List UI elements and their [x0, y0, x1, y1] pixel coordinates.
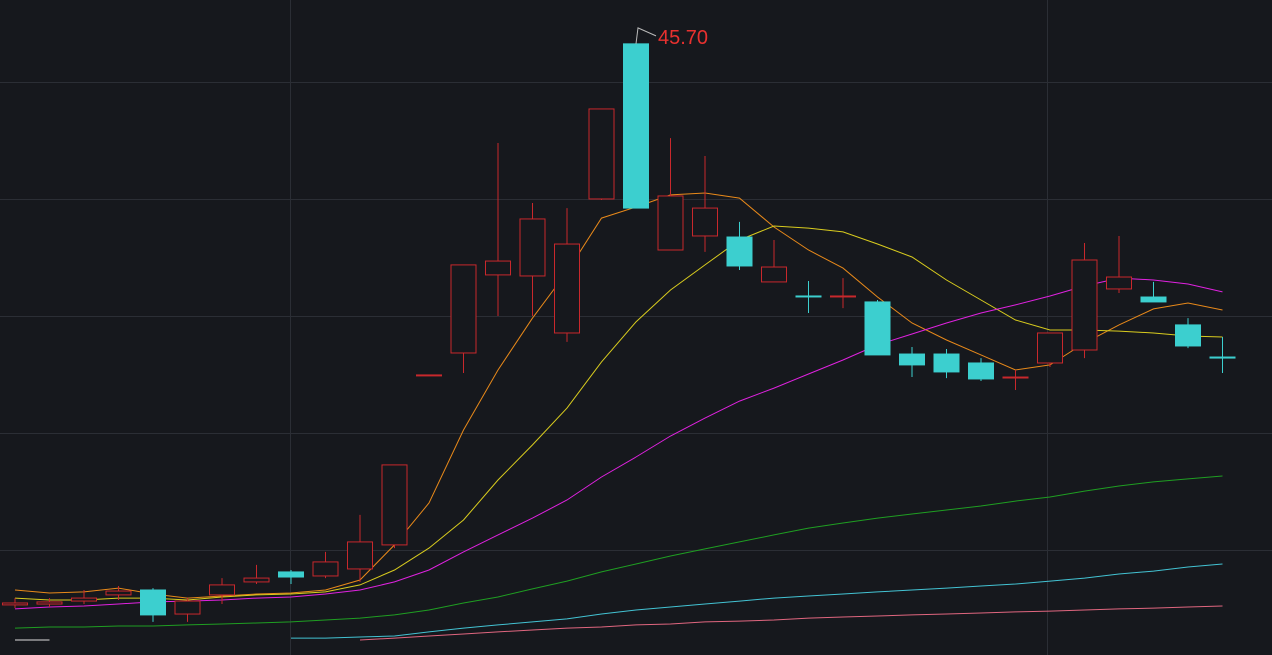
candle-body [1209, 356, 1236, 359]
candle-body [830, 295, 856, 298]
annotation-label: 45.70 [658, 27, 708, 49]
candle-body [1175, 324, 1201, 347]
ma-line [14, 475, 1223, 629]
candle-body [140, 589, 166, 616]
candle-body [623, 43, 649, 209]
candle-body [692, 207, 718, 237]
ma-line [359, 605, 1223, 641]
candle-body [209, 584, 235, 596]
candle-body [588, 108, 615, 200]
ma-line [14, 225, 1223, 601]
candle-body [2, 602, 28, 606]
candle-body [519, 218, 546, 277]
ma-line [14, 192, 1223, 599]
candle-body [726, 236, 753, 267]
candle-body [347, 541, 373, 570]
candle-body [899, 353, 925, 366]
candle-body [381, 464, 408, 546]
candle-body [554, 243, 580, 334]
candle-body [71, 597, 97, 602]
candle-body [485, 260, 511, 276]
candle-body [864, 301, 891, 356]
candle-body [933, 353, 960, 373]
candle-body [36, 601, 63, 605]
candle-body [657, 195, 684, 251]
annotation-arrow [635, 27, 657, 44]
candle-body [174, 600, 201, 615]
ma-line [14, 277, 1223, 610]
candle-body [278, 571, 304, 578]
candle-body [968, 362, 994, 380]
candle-body [312, 561, 339, 577]
candle-body [1140, 296, 1167, 303]
candle-body [761, 266, 787, 283]
candle-body [243, 577, 270, 583]
candle-body [450, 264, 477, 354]
candle-body [795, 295, 822, 298]
candle-body [105, 590, 132, 596]
candle-body [1002, 376, 1029, 379]
candle-body [1106, 276, 1132, 290]
candle-body [1037, 332, 1063, 364]
candle-body [416, 374, 442, 377]
ma-line [291, 563, 1223, 639]
candle-body [1071, 259, 1098, 351]
